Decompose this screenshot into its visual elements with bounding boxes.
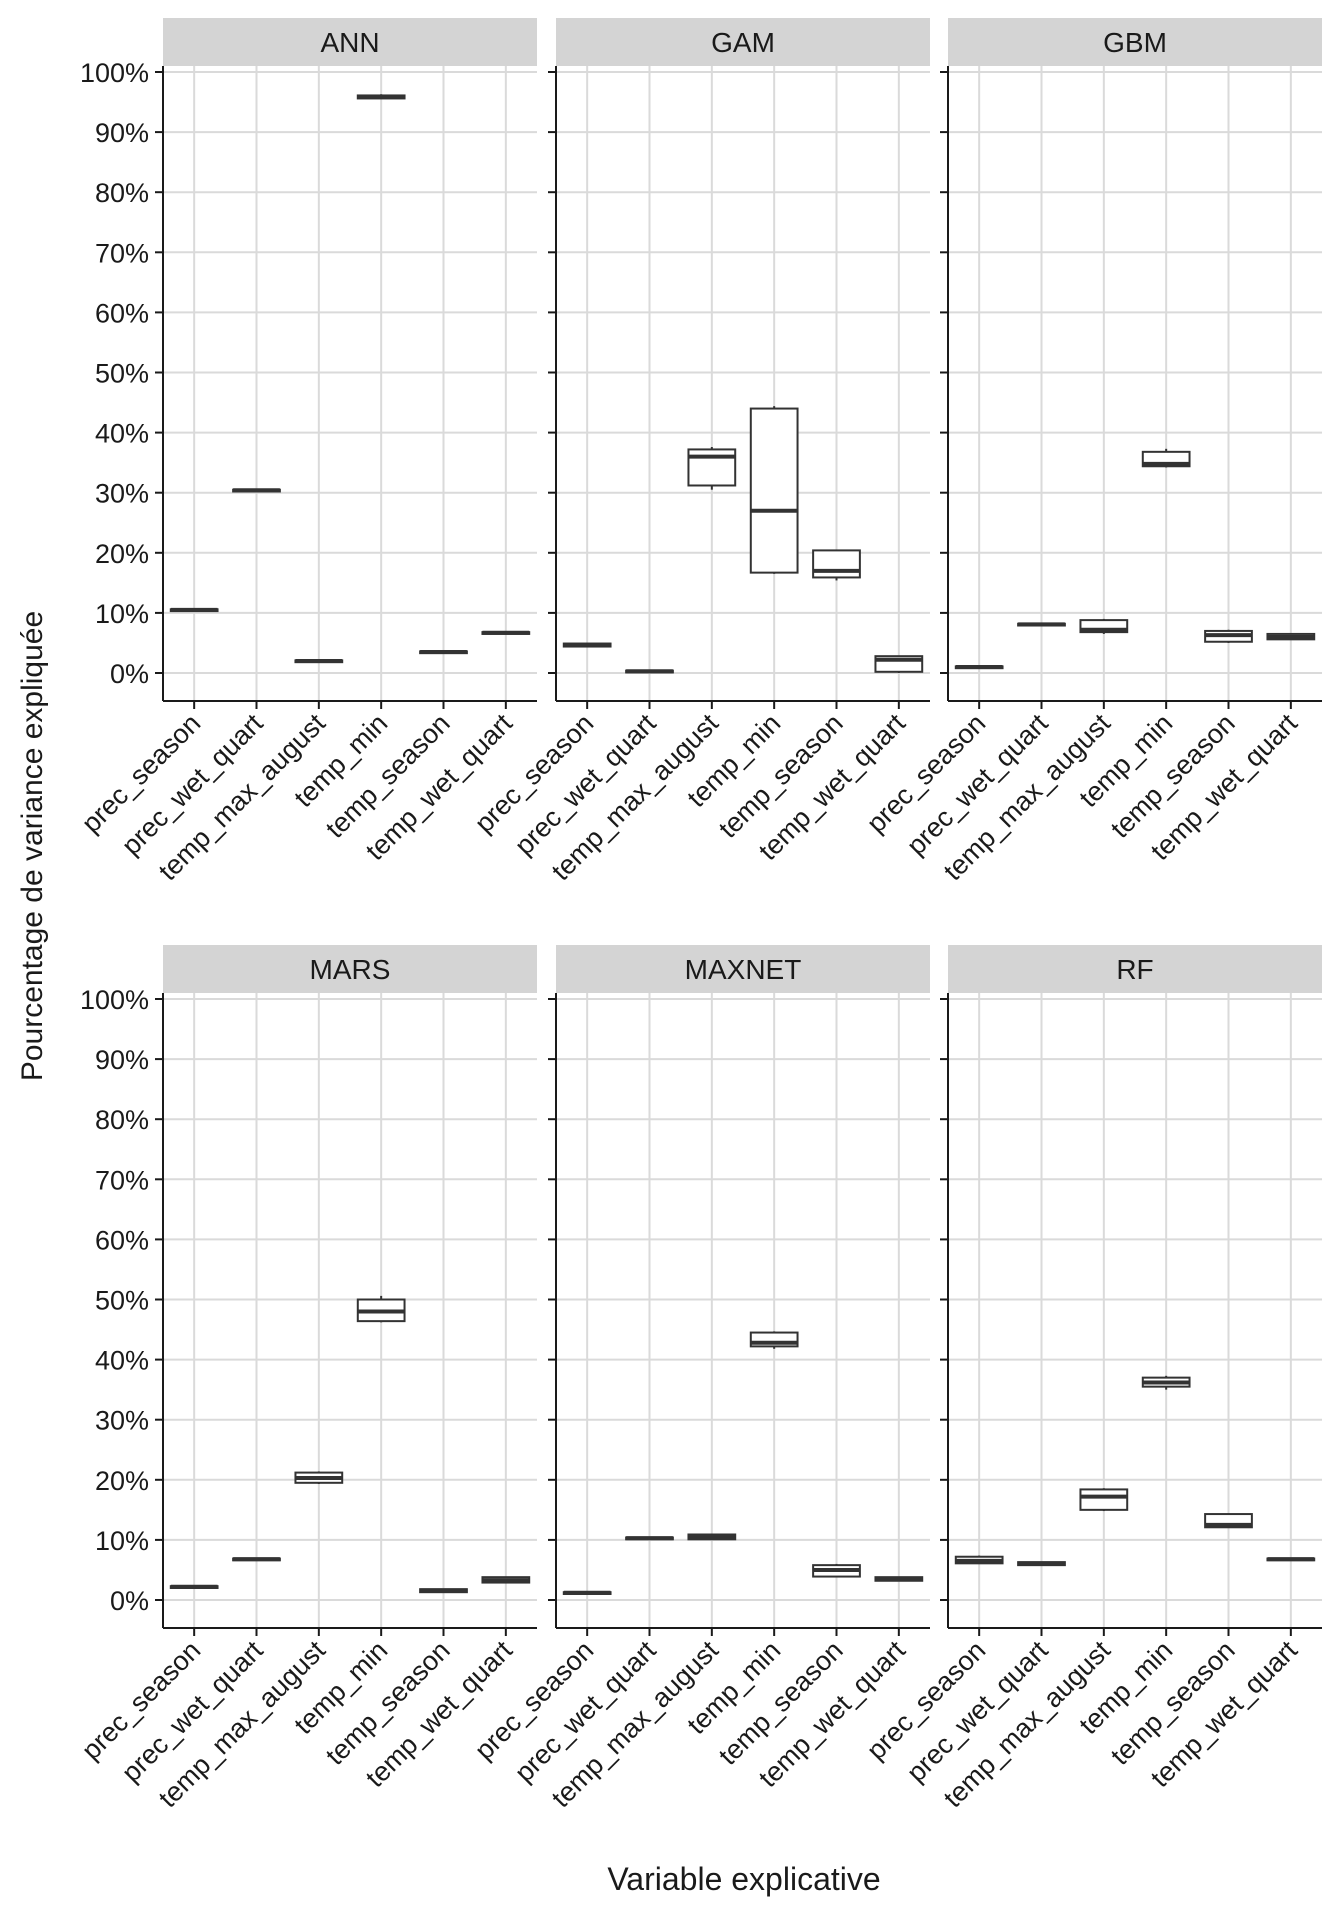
- box-prec_season: [562, 1590, 612, 1595]
- strip-label: RF: [1116, 954, 1153, 985]
- strip-background: [556, 18, 930, 66]
- box-iqr: [812, 549, 861, 579]
- box-temp_wet_quart: [1266, 1557, 1316, 1562]
- panel-mars: MARS0%10%20%30%40%50%60%70%80%90%100%pre…: [76, 945, 537, 1813]
- strip-label: MARS: [310, 954, 391, 985]
- y-tick-label: 50%: [95, 359, 149, 389]
- box-prec_season: [954, 664, 1004, 670]
- box-temp_min: [356, 1295, 406, 1323]
- box-temp_max_august: [687, 447, 737, 490]
- box-temp_min: [356, 94, 406, 100]
- strip-background: [163, 18, 537, 66]
- box-temp_wet_quart: [1266, 632, 1316, 641]
- box-temp_wet_quart: [874, 655, 924, 673]
- box-iqr: [1079, 1488, 1129, 1511]
- box-prec_wet_quart: [625, 1536, 674, 1541]
- y-tick-label: 60%: [95, 1225, 149, 1255]
- box-temp_min: [749, 1331, 799, 1349]
- strip-label: GAM: [711, 27, 775, 58]
- y-tick-label: 20%: [95, 1466, 149, 1496]
- box-temp_season: [812, 549, 861, 581]
- box-temp_min: [1141, 448, 1191, 468]
- y-tick-label: 10%: [95, 1526, 149, 1556]
- y-axis-label: Pourcentage de variance expliquée: [16, 611, 49, 1081]
- strip-label: GBM: [1103, 27, 1167, 58]
- y-tick-label: 50%: [95, 1286, 149, 1316]
- box-prec_wet_quart: [1017, 1561, 1066, 1567]
- y-tick-label: 100%: [80, 58, 149, 88]
- strip-label: ANN: [320, 27, 379, 58]
- y-tick-label: 80%: [95, 1105, 149, 1135]
- strip-background: [163, 945, 537, 993]
- box-temp_season: [419, 649, 468, 655]
- strip-background: [948, 18, 1322, 66]
- y-tick-label: 20%: [95, 539, 149, 569]
- y-tick-label: 30%: [95, 479, 149, 509]
- box-iqr: [749, 407, 799, 574]
- box-temp_season: [1204, 629, 1253, 643]
- box-prec_wet_quart: [232, 488, 281, 493]
- y-tick-label: 80%: [95, 178, 149, 208]
- box-temp_max_august: [294, 658, 344, 664]
- y-tick-label: 90%: [95, 1045, 149, 1075]
- y-tick-label: 10%: [95, 599, 149, 629]
- y-tick-label: 40%: [95, 419, 149, 449]
- panel-ann: ANN0%10%20%30%40%50%60%70%80%90%100%prec…: [76, 18, 537, 886]
- panel-maxnet: MAXNETprec_seasonprec_wet_quarttemp_max_…: [469, 945, 930, 1813]
- y-tick-label: 90%: [95, 118, 149, 148]
- y-tick-label: 70%: [95, 238, 149, 268]
- y-tick-label: 40%: [95, 1346, 149, 1376]
- box-temp_wet_quart: [481, 1576, 531, 1584]
- box-temp_max_august: [687, 1533, 737, 1541]
- x-axis-label: Variable explicative: [607, 1861, 880, 1897]
- box-prec_wet_quart: [232, 1557, 281, 1562]
- box-temp_min: [749, 406, 799, 574]
- strip-label: MAXNET: [685, 954, 802, 985]
- y-tick-label: 70%: [95, 1165, 149, 1195]
- strip-background: [556, 945, 930, 993]
- y-tick-label: 60%: [95, 298, 149, 328]
- panel-gbm: GBMprec_seasonprec_wet_quarttemp_max_aug…: [861, 18, 1322, 886]
- box-prec_season: [169, 607, 219, 613]
- box-prec_season: [954, 1555, 1004, 1565]
- y-tick-label: 100%: [80, 985, 149, 1015]
- box-temp_season: [812, 1563, 861, 1578]
- y-tick-label: 30%: [95, 1406, 149, 1436]
- panel-gam: GAMprec_seasonprec_wet_quarttemp_max_aug…: [469, 18, 930, 886]
- panel-rf: RFprec_seasonprec_wet_quarttemp_max_augu…: [861, 945, 1322, 1813]
- box-prec_season: [562, 642, 612, 648]
- box-temp_season: [1204, 1513, 1253, 1529]
- panels-group: ANN0%10%20%30%40%50%60%70%80%90%100%prec…: [76, 18, 1322, 1813]
- box-temp_wet_quart: [874, 1576, 924, 1582]
- y-tick-label: 0%: [110, 1586, 149, 1616]
- box-temp_wet_quart: [481, 630, 531, 635]
- box-temp_season: [419, 1588, 468, 1594]
- box-temp_max_august: [1079, 1488, 1129, 1512]
- box-temp_max_august: [1079, 618, 1129, 634]
- box-temp_min: [1141, 1375, 1191, 1390]
- box-prec_wet_quart: [625, 669, 674, 674]
- box-temp_max_august: [294, 1471, 344, 1485]
- strip-background: [948, 945, 1322, 993]
- box-prec_season: [169, 1584, 219, 1589]
- box-prec_wet_quart: [1017, 622, 1066, 627]
- y-tick-label: 0%: [110, 659, 149, 689]
